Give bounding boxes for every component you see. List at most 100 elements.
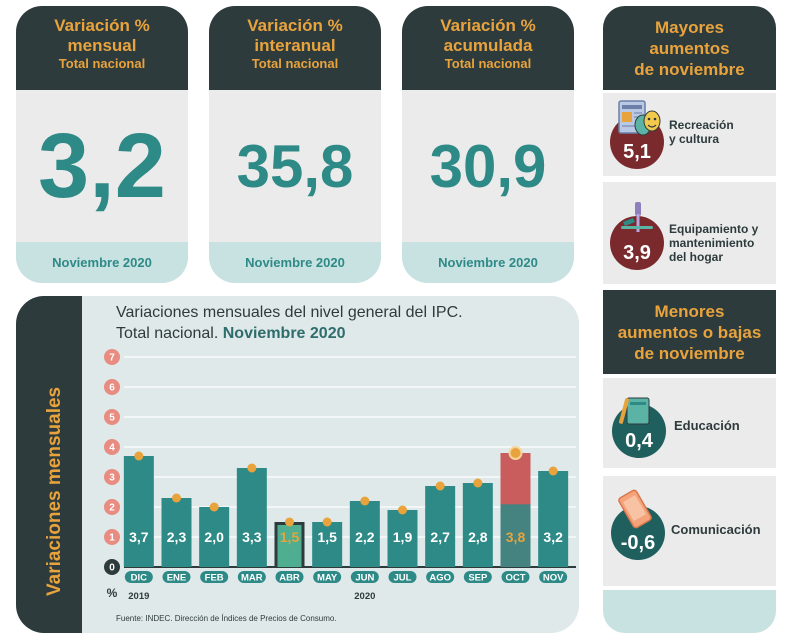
label-line: y cultura	[669, 132, 720, 146]
bar-top-marker	[435, 481, 445, 491]
bar-top-marker	[473, 478, 483, 488]
bar-top-marker	[548, 466, 558, 476]
bar	[387, 510, 418, 567]
item-value: 3,9	[623, 242, 651, 264]
kpi-title: mensual	[67, 36, 137, 55]
menores-header: Menores aumentos o bajas de noviembre	[603, 290, 776, 374]
item-value: 5,1	[623, 141, 651, 163]
label-line: Equipamiento y	[669, 222, 759, 236]
bar	[462, 483, 493, 567]
y-tick-marker	[104, 559, 120, 575]
bar-value-label: 2,7	[430, 529, 450, 545]
kpi-footer: Noviembre 2020	[209, 242, 381, 283]
item-label: Recreación y cultura	[669, 118, 734, 146]
y-tick-label: 1	[109, 533, 115, 544]
header-line: aumentos o bajas	[617, 323, 762, 342]
bar	[425, 486, 456, 567]
y-tick-label: 7	[109, 353, 115, 364]
y-tick-label: 2	[109, 503, 115, 514]
kpi-header: Variación % interanual Total nacional	[209, 6, 381, 90]
bar-value-label: 3,7	[129, 529, 149, 545]
bar	[161, 498, 192, 567]
bar-top-marker	[209, 502, 219, 512]
header-line: aumentos	[649, 39, 730, 58]
mayores-item-recreacion: 5,1 Recreación y cultura	[603, 93, 776, 176]
bar-value-label: 2,0	[204, 529, 224, 545]
mayores-header: Mayores aumentos de noviembre	[603, 6, 776, 90]
kpi-value: 3,2	[38, 114, 166, 217]
unit-label: %	[107, 586, 118, 600]
bar-value-label: 1,9	[393, 529, 413, 545]
bar	[538, 471, 569, 567]
label-line: Recreación	[669, 118, 734, 132]
bar-top-marker	[360, 496, 370, 506]
menores-item-educacion: 0,4 Educación	[603, 378, 776, 468]
x-tick-label: MAY	[317, 573, 338, 584]
x-tick-pill	[313, 571, 342, 583]
x-tick-label: DIC	[131, 573, 148, 584]
y-tick-label: 6	[109, 383, 115, 394]
y-axis-title: Variaciones mensuales	[44, 387, 65, 596]
x-tick-pill	[501, 571, 530, 583]
item-value: -0,6	[620, 532, 656, 554]
bar-top-marker	[247, 463, 257, 473]
bar-value-label: 1,5	[317, 529, 337, 545]
bar	[349, 501, 380, 567]
kpi-title: interanual	[254, 36, 336, 55]
chart-title-line1: Variaciones mensuales del nivel general …	[116, 304, 463, 321]
chart-title-bold: Noviembre 2020	[222, 325, 346, 342]
ipc-chart-card: Variaciones mensuales Variaciones mensua…	[16, 296, 579, 633]
menores-footer	[603, 590, 776, 633]
x-tick-label: AGO	[429, 573, 451, 584]
header-line: Mayores	[655, 18, 724, 37]
chart-title-line2: Total nacional. Noviembre 2020	[116, 323, 463, 344]
label-line: mantenimiento	[669, 236, 755, 250]
year-label: 2020	[354, 591, 375, 602]
kpi-card-interanual: Variación % interanual Total nacional 35…	[209, 6, 381, 283]
mayores-item-equipamiento: 3,9 Equipamiento y mantenimiento del hog…	[603, 182, 776, 284]
x-tick-label: NOV	[543, 573, 564, 584]
x-tick-pill	[426, 571, 455, 583]
kpi-title: acumulada	[443, 36, 533, 55]
kpi-card-mensual: Variación % mensual Total nacional 3,2 N…	[16, 6, 188, 283]
x-tick-label: JUN	[355, 573, 374, 584]
y-tick-marker	[104, 439, 120, 455]
chart-title-plain: Total nacional.	[116, 325, 219, 342]
kpi-header: Variación % mensual Total nacional	[16, 6, 188, 90]
bar-value-label: 2,3	[167, 529, 187, 545]
kpi-footer: Noviembre 2020	[16, 242, 188, 283]
y-axis-label: Variaciones mensuales	[44, 387, 65, 596]
bar-top-marker	[134, 451, 144, 461]
kpi-subtitle: Total nacional	[251, 56, 339, 71]
header-line: de noviembre	[634, 60, 745, 79]
x-tick-pill	[162, 571, 191, 583]
bar-value-label: 3,8	[506, 529, 526, 545]
label-line: del hogar	[669, 250, 724, 264]
chart-source: Fuente: INDEC. Dirección de Índices de P…	[116, 614, 337, 623]
y-tick-marker	[104, 499, 120, 515]
bar-top-marker	[398, 505, 407, 515]
chart-title: Variaciones mensuales del nivel general …	[116, 302, 463, 344]
bar-value-label: 2,8	[468, 529, 488, 545]
y-tick-label: 3	[109, 473, 115, 484]
x-tick-pill	[237, 571, 266, 583]
header-line: de noviembre	[634, 344, 745, 363]
book-icon	[619, 397, 650, 425]
kpi-footer: Noviembre 2020	[402, 242, 574, 283]
item-value: 0,4	[625, 430, 653, 452]
bar	[236, 468, 267, 567]
bar-value-label: 2,2	[355, 529, 375, 545]
bar-gradient-lower	[500, 504, 531, 567]
kpi-title: Variación %	[440, 16, 536, 35]
theater-icon	[618, 100, 661, 136]
header-line: Menores	[654, 302, 725, 321]
y-tick-label: 4	[109, 443, 115, 454]
y-tick-marker	[104, 379, 120, 395]
kpi-card-acumulada: Variación % acumulada Total nacional 30,…	[402, 6, 574, 283]
x-tick-label: ENE	[167, 573, 187, 584]
x-tick-pill	[539, 571, 568, 583]
bar-value-label: 3,2	[543, 529, 563, 545]
x-tick-label: SEP	[468, 573, 488, 584]
year-label: 2019	[128, 591, 149, 602]
kpi-subtitle: Total nacional	[444, 56, 532, 71]
